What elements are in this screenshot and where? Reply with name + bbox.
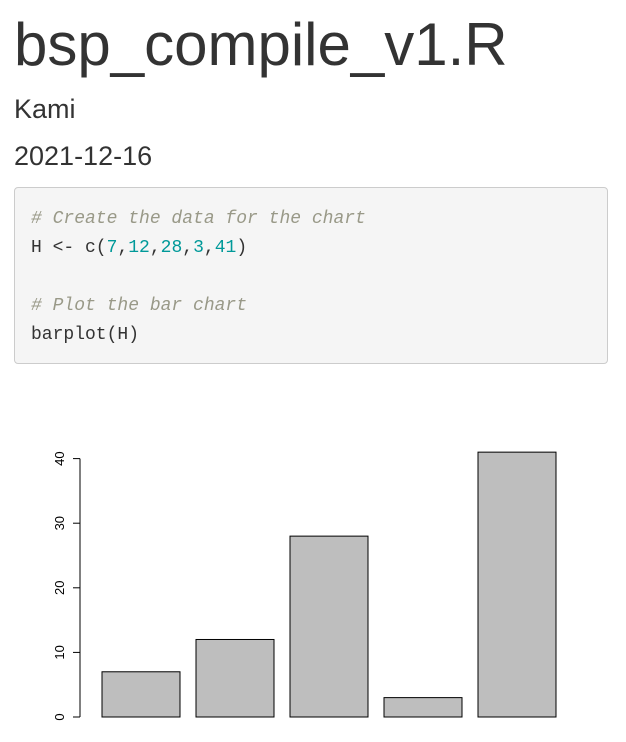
bar <box>289 535 369 718</box>
bar <box>477 451 557 718</box>
code-assign-suffix: ) <box>236 238 248 258</box>
bar <box>383 697 463 718</box>
bar <box>195 638 275 718</box>
code-number: 3 <box>193 238 204 258</box>
bar-chart: 0 10 20 30 40 <box>52 451 557 721</box>
y-tick-label: 20 <box>52 581 67 595</box>
code-comment-plot: # Plot the bar chart <box>31 296 248 316</box>
author-name: Kami <box>14 94 76 124</box>
code-line-barplot: barplot(H) <box>31 325 140 345</box>
y-tick-label: 10 <box>52 645 67 659</box>
y-tick-label: 40 <box>52 451 67 465</box>
y-tick-label: 0 <box>52 713 67 720</box>
code-comment-create-data: # Create the data for the chart <box>31 209 366 229</box>
code-assign-prefix: H <- c( <box>31 238 107 258</box>
bars-group <box>101 451 557 718</box>
page-title: bsp_compile_v1.R <box>14 11 508 78</box>
code-number: 28 <box>160 238 183 258</box>
bar <box>101 671 181 718</box>
code-blank-line <box>31 263 591 292</box>
code-line-assign: H <- c(7,12,28,3,41) <box>31 238 248 258</box>
code-number: 7 <box>106 238 118 258</box>
y-axis: 0 10 20 30 40 <box>52 451 81 721</box>
code-block: # Create the data for the chart H <- c(7,… <box>14 187 608 364</box>
code-number: 41 <box>214 238 237 258</box>
y-tick-label: 30 <box>52 516 67 530</box>
code-number: 12 <box>128 238 150 258</box>
document-date: 2021-12-16 <box>14 141 153 171</box>
